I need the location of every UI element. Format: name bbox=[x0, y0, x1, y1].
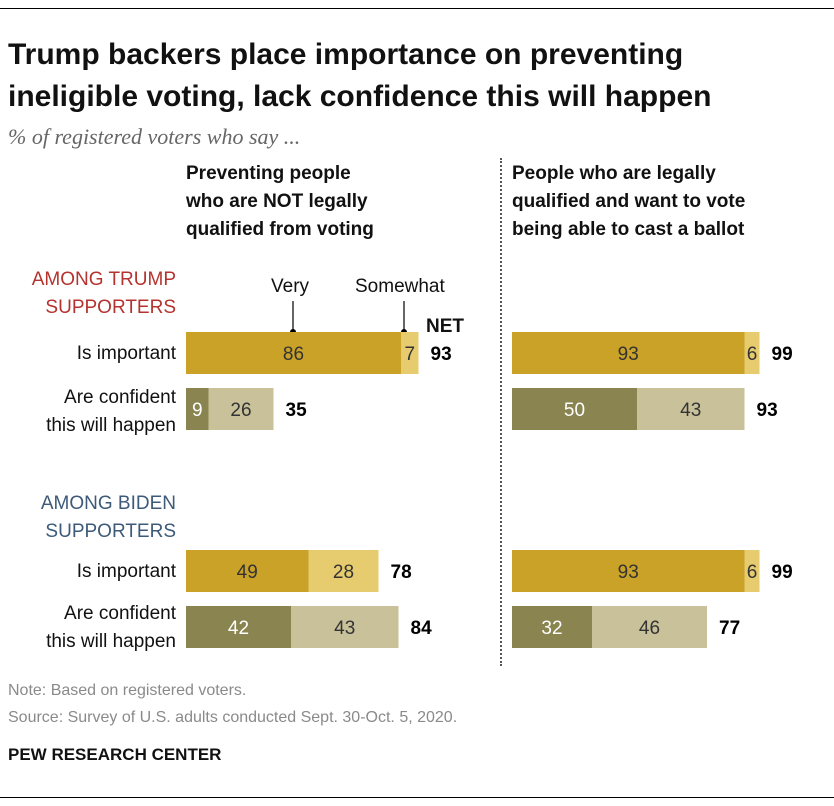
label-net-p2-r1: 99 bbox=[772, 344, 793, 365]
label-net-p2-r2: 93 bbox=[757, 400, 778, 421]
brand-label: PEW RESEARCH CENTER bbox=[8, 745, 222, 764]
bar-very-p2-r3 bbox=[512, 550, 745, 592]
row-label-trump-important: Is important bbox=[76, 343, 176, 364]
label-very-p2-r3: 93 bbox=[618, 562, 639, 583]
bar-very-p1-r3 bbox=[186, 550, 309, 592]
column-header-right: People who are legally qualified and wan… bbox=[512, 163, 746, 240]
label-very-p1-r2: 9 bbox=[192, 400, 203, 421]
label-very-p1-r3: 49 bbox=[237, 562, 258, 583]
label-very-p1-r1: 86 bbox=[283, 344, 304, 365]
bar-somewhat-p2-r3 bbox=[744, 550, 760, 592]
bar-somewhat-p1-r1 bbox=[401, 332, 419, 374]
legend-net: NET bbox=[426, 316, 464, 337]
legend-very: Very bbox=[271, 276, 310, 297]
top-rule bbox=[0, 8, 834, 9]
label-somewhat-p1-r3: 28 bbox=[333, 562, 354, 583]
bottom-rule bbox=[0, 797, 834, 798]
panel-divider bbox=[500, 158, 502, 666]
bar-very-p1-r1 bbox=[186, 332, 401, 374]
label-somewhat-p1-r2: 26 bbox=[230, 400, 251, 421]
group-label-trump: AMONG TRUMP SUPPORTERS bbox=[31, 269, 176, 318]
bar-very-p1-r2 bbox=[186, 388, 209, 430]
bar-very-p1-r4 bbox=[186, 606, 291, 648]
label-very-p2-r2: 50 bbox=[564, 400, 585, 421]
row-label-trump-confident: Are confident this will happen bbox=[46, 387, 176, 436]
label-net-p1-r4: 84 bbox=[411, 618, 433, 639]
note-text: Note: Based on registered voters. bbox=[8, 682, 247, 699]
column-header-left: Preventing people who are NOT legally qu… bbox=[186, 163, 374, 240]
label-net-p2-r4: 77 bbox=[719, 618, 740, 639]
bars-layer: 86 7 93 9 26 35 49 28 78 42 43 84 93 6 99 50 43 93 93 6 99 32… bbox=[186, 332, 793, 648]
bar-very-p2-r2 bbox=[512, 388, 637, 430]
bar-somewhat-p1-r2 bbox=[208, 388, 274, 430]
group-label-biden: AMONG BIDEN SUPPORTERS bbox=[40, 493, 176, 542]
bar-somewhat-p1-r4 bbox=[291, 606, 399, 648]
chart-subtitle: % of registered voters who say ... bbox=[8, 124, 301, 149]
label-net-p1-r2: 35 bbox=[286, 400, 308, 421]
label-somewhat-p2-r3: 6 bbox=[747, 562, 758, 583]
bar-very-p2-r1 bbox=[512, 332, 745, 374]
label-somewhat-p1-r1: 7 bbox=[404, 344, 415, 365]
row-label-biden-confident: Are confident this will happen bbox=[46, 603, 176, 652]
label-somewhat-p2-r1: 6 bbox=[747, 344, 758, 365]
row-label-biden-important: Is important bbox=[76, 561, 176, 582]
bar-somewhat-p2-r4 bbox=[592, 606, 707, 648]
label-very-p1-r4: 42 bbox=[228, 618, 249, 639]
bar-very-p2-r4 bbox=[512, 606, 592, 648]
chart-title: Trump backers place importance on preven… bbox=[8, 38, 712, 113]
label-somewhat-p2-r4: 46 bbox=[639, 618, 660, 639]
label-somewhat-p1-r4: 43 bbox=[334, 618, 355, 639]
label-net-p2-r3: 99 bbox=[772, 562, 793, 583]
source-text: Source: Survey of U.S. adults conducted … bbox=[8, 709, 458, 726]
bar-somewhat-p2-r1 bbox=[744, 332, 760, 374]
legend-somewhat: Somewhat bbox=[355, 276, 445, 297]
bar-somewhat-p2-r2 bbox=[637, 388, 745, 430]
label-net-p1-r3: 78 bbox=[391, 562, 412, 583]
bar-somewhat-p1-r3 bbox=[308, 550, 379, 592]
label-very-p2-r4: 32 bbox=[541, 618, 562, 639]
label-somewhat-p2-r2: 43 bbox=[680, 400, 701, 421]
label-very-p2-r1: 93 bbox=[618, 344, 639, 365]
label-net-p1-r1: 93 bbox=[431, 344, 452, 365]
